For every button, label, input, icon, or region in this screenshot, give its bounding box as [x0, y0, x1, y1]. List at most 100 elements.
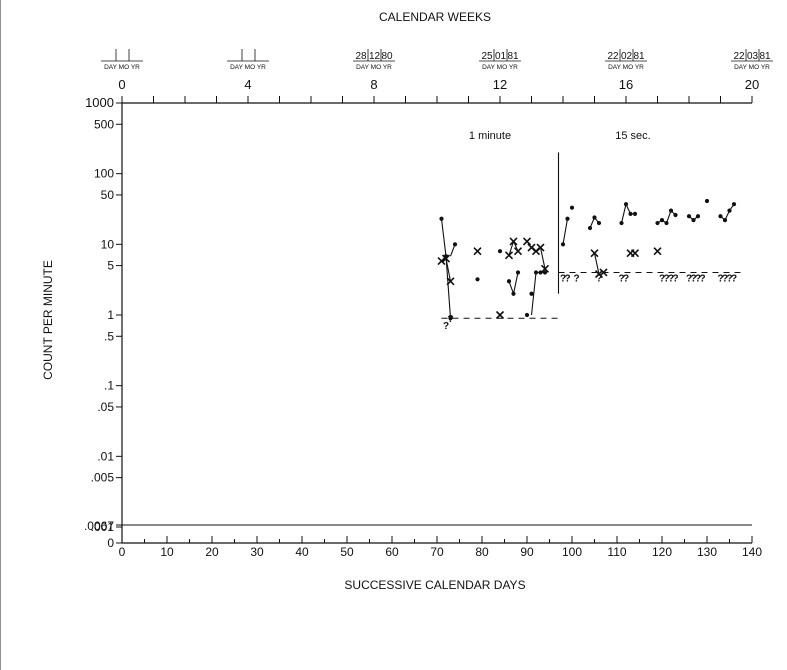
data-point-question: ?	[663, 273, 669, 284]
data-point-dot	[659, 218, 665, 223]
data-point-question: ?	[731, 273, 737, 284]
x-tick-label: 20	[205, 545, 219, 559]
chart-title: CALENDAR WEEKS	[379, 10, 491, 24]
data-point-dot	[533, 270, 539, 275]
data-point-dot	[727, 208, 732, 213]
data-point-dot	[731, 202, 737, 207]
data-point-x	[599, 268, 608, 277]
x-tick-label: 110	[607, 545, 626, 559]
x-tick-label: 30	[250, 545, 264, 559]
series-line-dot	[440, 218, 452, 319]
data-point-question: ?	[717, 273, 723, 284]
y-axis-title: COUNT PER MINUTE	[41, 260, 55, 380]
data-point-dot	[664, 220, 669, 226]
data-point-dot	[569, 205, 575, 210]
data-point-x	[653, 247, 662, 256]
x-tick-label: 70	[430, 545, 444, 559]
date-caption: DAY MO YR	[230, 64, 266, 71]
x-tick-label: 130	[697, 545, 717, 559]
series-line-dot	[562, 218, 569, 245]
y-tick-label: 10	[101, 237, 115, 251]
data-point-dot	[515, 270, 521, 275]
data-point-dot	[623, 202, 629, 207]
date-marker: DAY MO YR	[227, 49, 269, 71]
data-point-dot	[565, 216, 570, 221]
data-point-dot	[452, 242, 458, 247]
date-value: 80	[381, 51, 393, 62]
y-tick-label: .1	[104, 379, 114, 393]
data-point-question: ?	[672, 273, 678, 284]
data-point-dot	[542, 270, 548, 275]
data-point-dot	[529, 291, 534, 296]
data-point-x	[590, 249, 599, 258]
data-point-question: ?	[686, 273, 692, 284]
x-tick-label: 10	[160, 545, 174, 559]
week-tick-label: 20	[745, 77, 759, 92]
data-point-dot	[619, 220, 624, 226]
date-value: 81	[507, 51, 519, 62]
data-point-x	[441, 254, 451, 263]
data-point-question: ?	[447, 314, 453, 325]
data-point-dot	[695, 214, 701, 219]
data-point-dot	[718, 214, 723, 219]
date-value: 01	[495, 51, 507, 62]
date-marker: 28 12 80 DAY MO YR	[353, 49, 395, 71]
y-tick-label: 500	[94, 117, 114, 131]
y-tick-label: .0067	[84, 519, 114, 533]
data-point-dot	[722, 218, 728, 223]
date-value: 22	[733, 51, 745, 62]
date-marker: DAY MO YR	[101, 49, 143, 71]
x-axis-title: SUCCESSIVE CALENDAR DAYS	[344, 578, 525, 592]
data-point-question: ?	[695, 273, 701, 284]
series-line-dot	[720, 203, 735, 221]
date-marker: 25 01 81 DAY MO YR	[479, 49, 521, 71]
data-point-dot	[506, 279, 512, 284]
annotation-15-sec: 15 sec.	[615, 130, 650, 142]
data-point-question: ?	[722, 273, 728, 284]
data-point-question: ?	[618, 273, 624, 284]
date-value: 22	[607, 51, 619, 62]
data-point-question: ?	[668, 273, 674, 284]
data-point-dot	[560, 242, 566, 247]
x-tick-label: 50	[340, 545, 354, 559]
x-tick-label: 100	[562, 545, 582, 559]
data-point-dot	[475, 277, 480, 282]
data-point-dot	[592, 215, 597, 220]
date-value: 03	[747, 51, 759, 62]
data-point-dot	[596, 220, 602, 226]
date-value: 81	[633, 51, 645, 62]
x-tick-label: 120	[652, 545, 672, 559]
data-point-dot	[691, 218, 696, 223]
y-tick-label: .5	[104, 329, 114, 343]
data-point-x	[504, 251, 514, 260]
data-point-dot	[686, 214, 692, 219]
data-point-question: ?	[699, 273, 705, 284]
x-tick-label: 90	[520, 545, 534, 559]
annotation-1-minute: 1 minute	[469, 130, 511, 142]
data-point-question: ?	[690, 273, 696, 284]
data-point-dot	[448, 316, 453, 321]
y-tick-label: 50	[101, 188, 115, 202]
date-caption: DAY MO YR	[608, 64, 644, 71]
x-tick-label: 80	[475, 545, 489, 559]
data-point-x	[495, 310, 505, 320]
week-tick-label: 16	[619, 77, 633, 92]
data-point-x	[446, 277, 455, 286]
data-point-question: ?	[443, 321, 449, 332]
data-point-x	[540, 264, 550, 273]
data-point-dot	[524, 312, 530, 318]
x-tick-label: 140	[742, 545, 762, 559]
data-point-x	[522, 237, 532, 246]
data-point-x	[513, 247, 523, 256]
data-point-x	[536, 243, 545, 252]
date-caption: DAY MO YR	[104, 64, 140, 71]
date-marker: 22 02 81 DAY MO YR	[605, 49, 647, 71]
date-caption: DAY MO YR	[734, 64, 770, 71]
date-value: 02	[621, 51, 633, 62]
date-caption: DAY MO YR	[482, 64, 518, 71]
week-tick-label: 0	[118, 77, 125, 92]
data-point-x	[473, 247, 482, 256]
data-point-question: ?	[573, 273, 579, 284]
